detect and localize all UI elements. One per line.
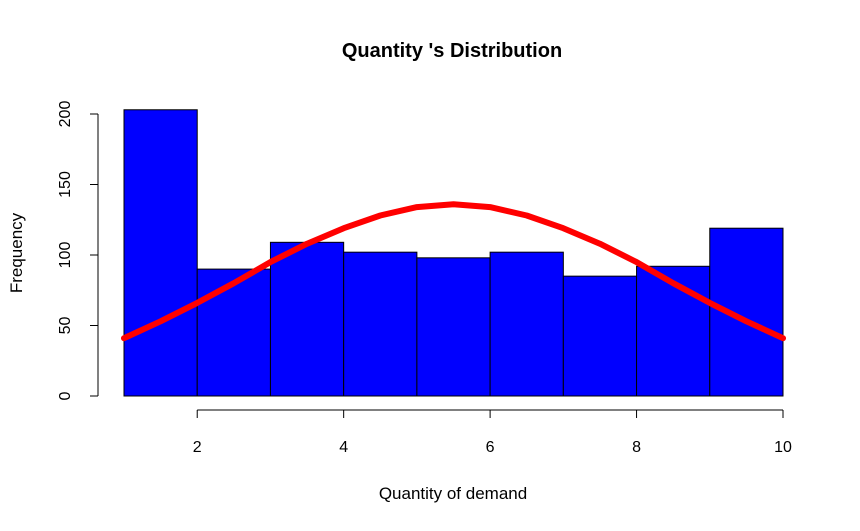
y-tick-label: 50 bbox=[57, 317, 74, 335]
y-axis: 0 50 100 150 200 bbox=[57, 101, 99, 400]
x-tick-label: 4 bbox=[339, 439, 348, 456]
x-tick-label: 6 bbox=[486, 439, 495, 456]
density-curve bbox=[121, 201, 786, 342]
histogram-bar-1 bbox=[123, 109, 198, 397]
histogram-bar-5 bbox=[416, 257, 491, 397]
histogram-bar-4 bbox=[343, 251, 418, 397]
x-tick-label: 10 bbox=[774, 439, 792, 456]
histogram-bar-7 bbox=[562, 275, 638, 397]
x-axis: 2 4 6 8 10 bbox=[193, 409, 792, 456]
x-tick-label: 2 bbox=[193, 439, 202, 456]
y-tick-label: 200 bbox=[57, 101, 74, 128]
y-tick-label: 100 bbox=[57, 242, 74, 269]
histogram-bar-3 bbox=[269, 241, 345, 397]
histogram-bar-9 bbox=[709, 227, 784, 397]
x-axis-title: Quantity of demand bbox=[379, 484, 527, 503]
x-tick-label: 8 bbox=[632, 439, 641, 456]
histogram-bar-8 bbox=[636, 265, 711, 397]
histogram-bars bbox=[123, 109, 784, 397]
y-tick-label: 150 bbox=[57, 171, 74, 198]
histogram-bar-6 bbox=[489, 251, 564, 397]
chart-title: Quantity 's Distribution bbox=[342, 40, 562, 62]
y-axis-title: Frequency bbox=[7, 212, 26, 293]
histogram-bar-2 bbox=[196, 268, 271, 397]
y-tick-label: 0 bbox=[57, 391, 74, 400]
